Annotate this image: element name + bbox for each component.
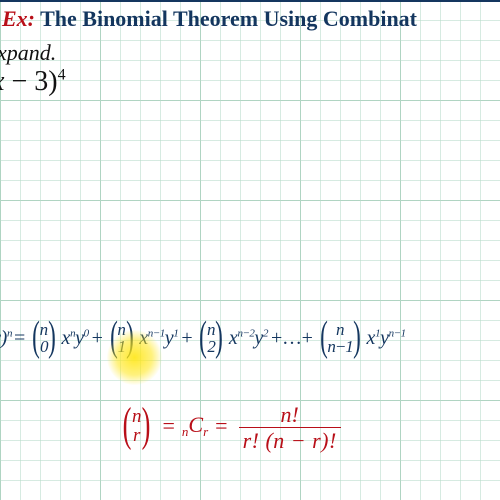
ellipsis: +…+ [271,327,313,350]
binom-last: ( n n−1 ) [317,320,364,356]
problem-expression: x − 3)4 [0,66,66,98]
prob-rest: − 3) [4,66,57,97]
title-text: The Binomial Theorem Using Combinat [40,6,417,31]
binom-2: ( n 2 ) [196,320,226,356]
title-row: Ex: The Binomial Theorem Using Combinat [2,6,417,32]
prob-exp: 4 [58,67,66,84]
term-last: ( n n−1 ) x1yn−1 [316,320,406,356]
binom-1: ( n 1 ) [107,320,137,356]
def-eq2: = [215,413,227,439]
equals: = [14,327,25,350]
lhs: y)n [0,327,12,350]
def-eq1: = [162,413,174,439]
term-2: ( n 2 ) xn−2y2 [195,320,268,356]
combination-definition: ( n r ) = nCr = n! r! (n − r)! [118,402,341,450]
term-0: ( n 0 ) xny0 [28,320,89,356]
ncr: nCr [182,412,208,440]
prompt-expand: xpand. [0,40,56,66]
binomial-formula: y)n = ( n 0 ) xny0 + ( n 1 ) xn−1y1 + ( [0,320,407,356]
term-1: ( n 1 ) xn−1y1 [106,320,179,356]
ex-label: Ex: [2,6,35,31]
factorial-fraction: n! r! (n − r)! [239,404,341,452]
top-rule [0,0,500,2]
binom-0: ( n 0 ) [29,320,59,356]
def-binom: ( n r ) [119,406,154,446]
